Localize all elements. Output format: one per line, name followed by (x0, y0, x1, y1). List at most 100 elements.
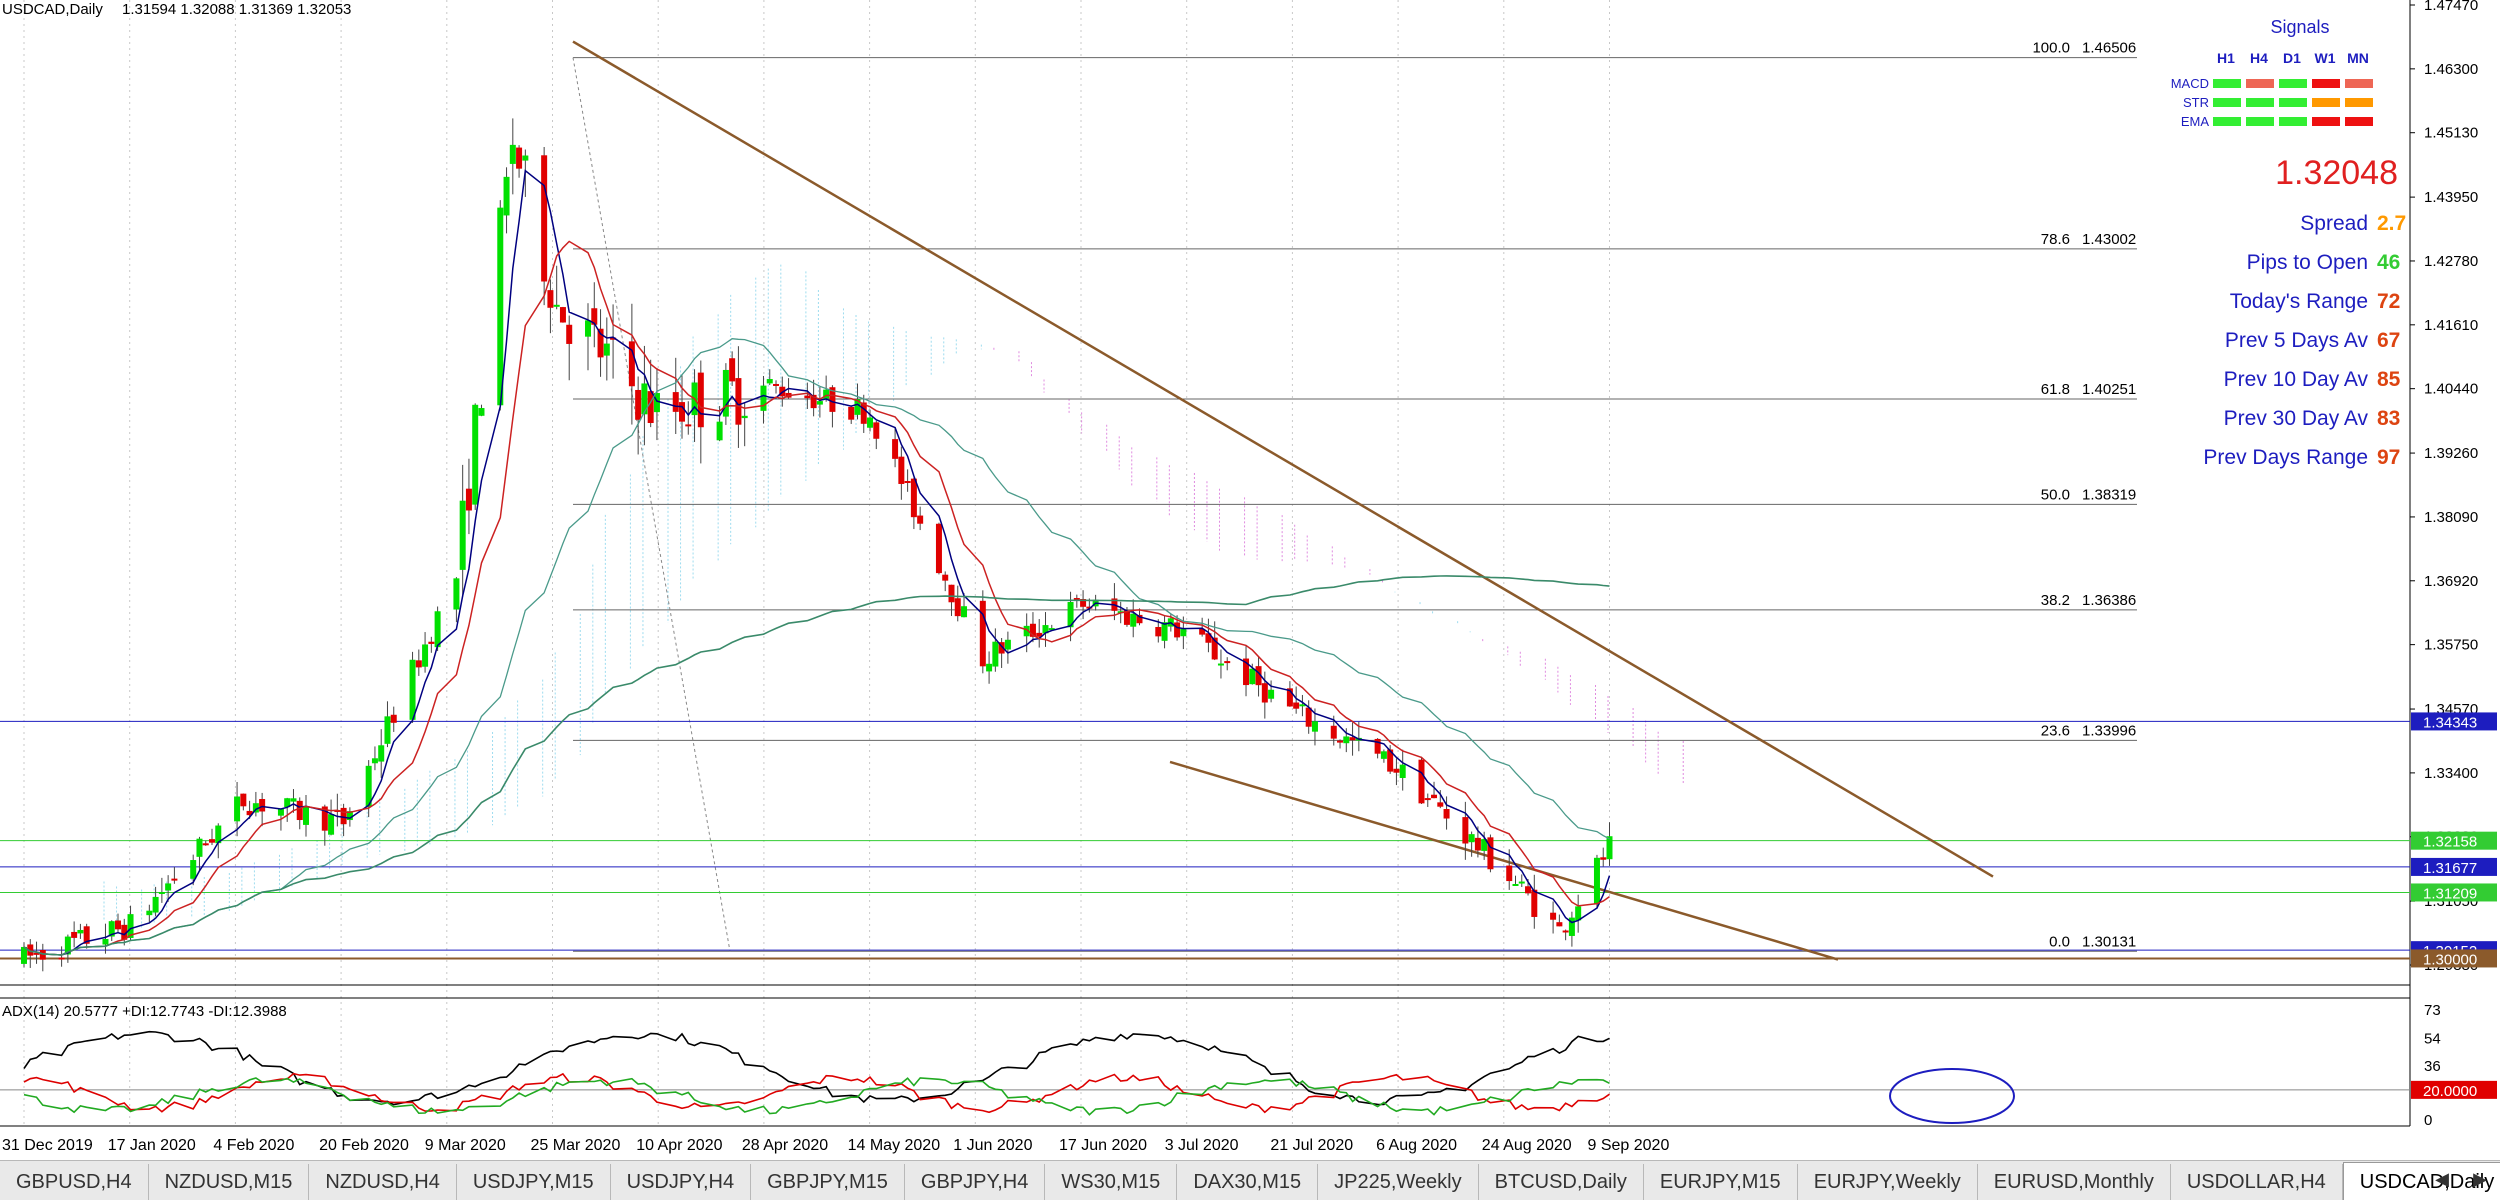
candle-bull (1518, 881, 1525, 884)
candle-bear (1086, 606, 1093, 609)
candle-bull (1004, 639, 1011, 650)
tab-scroll-left-icon[interactable]: ◀ (2435, 1169, 2449, 1189)
candle-bear (635, 389, 642, 420)
chart-tab[interactable]: JP225,Weekly (1318, 1164, 1479, 1200)
ohlc-label: 1.31594 1.32088 1.31369 1.32053 (122, 1, 351, 18)
fib-level-label: 23.6 (2041, 722, 2070, 739)
candle-bull (21, 946, 27, 964)
chart-tab[interactable]: GBPUSD,H4 (0, 1164, 149, 1200)
candle-bull (409, 659, 416, 720)
chart-tab[interactable]: USDCAD,Daily (2342, 1162, 2500, 1200)
chart-tab[interactable]: GBPJPY,M15 (751, 1164, 905, 1200)
candle-bull (328, 814, 335, 835)
candle-bull (716, 421, 723, 441)
candle-bear (39, 949, 46, 960)
candle-bear (390, 714, 397, 723)
date-label: 9 Sep 2020 (1588, 1137, 1670, 1154)
info-label: Prev 5 Days Av (2225, 329, 2369, 352)
signal-timeframe-label: D1 (2283, 50, 2301, 66)
chart-tab-bar: GBPUSD,H4 NZDUSD,M15 NZDUSD,H4 USDJPY,M15 US… (0, 1160, 2500, 1200)
candle-bear (121, 924, 128, 940)
chart-tab[interactable]: BTCUSD,Daily (1479, 1164, 1644, 1200)
candle-bear (1261, 683, 1268, 703)
chart-tab[interactable]: EURJPY,M15 (1644, 1164, 1798, 1200)
candle-bull (722, 369, 729, 417)
chart-tab[interactable]: WS30,M15 (1045, 1164, 1178, 1200)
candle-bull (378, 745, 385, 762)
signal-cell (2279, 98, 2307, 107)
candle-bull (215, 825, 222, 844)
trendlines (572, 40, 1994, 961)
candle-bull (1481, 839, 1488, 851)
candle-bear (541, 155, 548, 282)
ichimoku-cloud (103, 264, 1684, 928)
candle-bull (741, 415, 748, 419)
candle-bear (904, 481, 911, 484)
fib-level-label: 38.2 (2041, 592, 2070, 609)
signal-cell (2246, 79, 2274, 88)
candle-bull (585, 320, 592, 337)
candle-bear (848, 406, 855, 420)
price-tick-label: 1.38090 (2424, 509, 2478, 526)
signal-cell (2345, 117, 2373, 126)
chart-tab[interactable]: EURUSD,Monthly (1978, 1164, 2171, 1200)
candle-bear (672, 392, 679, 412)
chart-tab[interactable]: USDOLLAR,H4 (2171, 1164, 2343, 1200)
candle-bull (422, 644, 429, 667)
chart-symbol-label: USDCAD,Daily (2, 1, 103, 18)
fib-level-label: 78.6 (2041, 231, 2070, 248)
fib-price-label: 1.40251 (2082, 381, 2136, 398)
candle-bear (1387, 749, 1394, 772)
date-label: 31 Dec 2019 (2, 1137, 93, 1154)
chart-tab[interactable]: DAX30,M15 (1177, 1164, 1319, 1200)
price-tick-label: 1.33400 (2424, 765, 2478, 782)
candle-bear (71, 931, 78, 938)
candle-bear (998, 642, 1005, 654)
candle-bear (33, 952, 40, 955)
price-marker (2411, 712, 2497, 731)
candle-bear (58, 957, 65, 960)
candle-bear (1286, 688, 1293, 707)
signal-timeframe-label: H4 (2250, 50, 2268, 66)
chart-tab[interactable]: NZDUSD,M15 (149, 1164, 310, 1200)
candle-bear (1205, 633, 1212, 643)
candle-bear (873, 422, 880, 439)
candle-bear (729, 358, 736, 382)
chart-tab[interactable]: USDJPY,H4 (611, 1164, 752, 1200)
chart-area[interactable]: 100.0 1.46506 78.6 1.43002 61.8 1.40251 50.0 1.… (0, 0, 2500, 1160)
candle-bear (27, 944, 34, 956)
candle-bull (234, 796, 241, 822)
ema-mid-line (23, 240, 1610, 956)
candle-bear (547, 290, 554, 308)
candle-bull (641, 383, 648, 415)
signal-cell (2279, 79, 2307, 88)
chart-tab[interactable]: GBPJPY,H4 (905, 1164, 1046, 1200)
candle-bull (102, 939, 109, 945)
candle-bear (1136, 614, 1143, 624)
candle-bull (1249, 668, 1256, 685)
signal-row-label: EMA (2181, 114, 2210, 129)
tab-scroll-right-icon[interactable]: ▶ (2473, 1169, 2487, 1189)
candle-bear (1337, 740, 1344, 743)
chart-tab[interactable]: EURJPY,Weekly (1798, 1164, 1978, 1200)
price-marker (2411, 831, 2497, 850)
candle-bull (1023, 625, 1030, 637)
candle-bull (1067, 602, 1074, 628)
candle-bear (697, 372, 704, 428)
candle-bear (1550, 912, 1557, 920)
signal-cell (2213, 98, 2241, 107)
date-label: 1 Jun 2020 (953, 1137, 1032, 1154)
signal-cell (2246, 98, 2274, 107)
candle-bull (823, 389, 830, 399)
signal-cell (2345, 79, 2373, 88)
candle-bear (1199, 628, 1206, 635)
ema-200-line (23, 575, 1610, 956)
info-label: Today's Range (2230, 290, 2368, 313)
candle-bear (559, 307, 566, 323)
adx-line (23, 1030, 1610, 1106)
chart-tab[interactable]: NZDUSD,H4 (309, 1164, 457, 1200)
candle-bull (1380, 751, 1387, 759)
candle-bear (566, 324, 573, 344)
candle-bear (954, 598, 961, 617)
chart-tab[interactable]: USDJPY,M15 (457, 1164, 611, 1200)
